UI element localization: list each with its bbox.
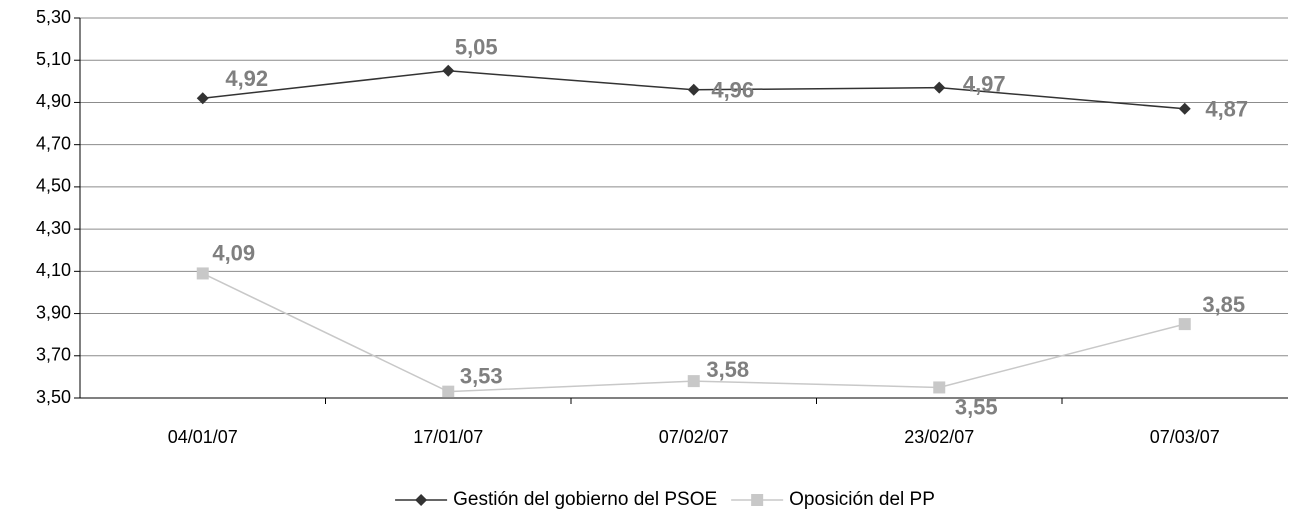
y-tick-label: 5,10 [36, 49, 71, 69]
data-label: 4,96 [711, 78, 754, 103]
series-line [202, 272, 1185, 393]
x-tick-label: 23/02/07 [904, 427, 974, 447]
marker [442, 385, 455, 398]
marker [196, 267, 209, 280]
marker [687, 83, 700, 96]
marker [442, 64, 455, 77]
data-label: 3,55 [955, 394, 998, 419]
marker [1178, 102, 1191, 115]
data-label: 4,87 [1205, 97, 1248, 122]
y-tick-label: 4,70 [36, 133, 71, 153]
marker [933, 81, 946, 94]
data-label: 3,53 [460, 363, 503, 388]
data-label: 3,58 [706, 357, 749, 382]
data-label: 4,09 [212, 240, 255, 265]
legend-label: Gestión del gobierno del PSOE [453, 489, 717, 510]
x-tick-label: 07/03/07 [1150, 427, 1220, 447]
marker [1178, 318, 1191, 331]
legend-marker [415, 494, 428, 506]
legend: Gestión del gobierno del PSOE Oposición d… [395, 489, 935, 510]
y-tick-label: 3,50 [36, 387, 71, 407]
y-tick-label: 3,70 [36, 345, 71, 365]
data-label: 5,05 [455, 35, 498, 60]
y-tick-label: 4,90 [36, 91, 71, 111]
y-tick-label: 3,90 [36, 302, 71, 322]
y-tick-label: 4,30 [36, 218, 71, 238]
x-tick-label: 07/02/07 [659, 427, 729, 447]
x-tick-label: 17/01/07 [413, 427, 483, 447]
marker [687, 375, 700, 388]
y-tick-label: 5,30 [36, 7, 71, 27]
y-tick-label: 4,50 [36, 176, 71, 196]
legend-label: Oposición del PP [789, 489, 935, 510]
marker [196, 92, 209, 105]
marker [933, 381, 946, 394]
legend-marker [751, 494, 764, 506]
y-tick-label: 4,10 [36, 260, 71, 280]
data-label: 4,97 [963, 71, 1006, 96]
data-label: 4,92 [225, 66, 268, 91]
x-tick-label: 04/01/07 [168, 427, 238, 447]
data-label: 3,85 [1202, 292, 1245, 317]
